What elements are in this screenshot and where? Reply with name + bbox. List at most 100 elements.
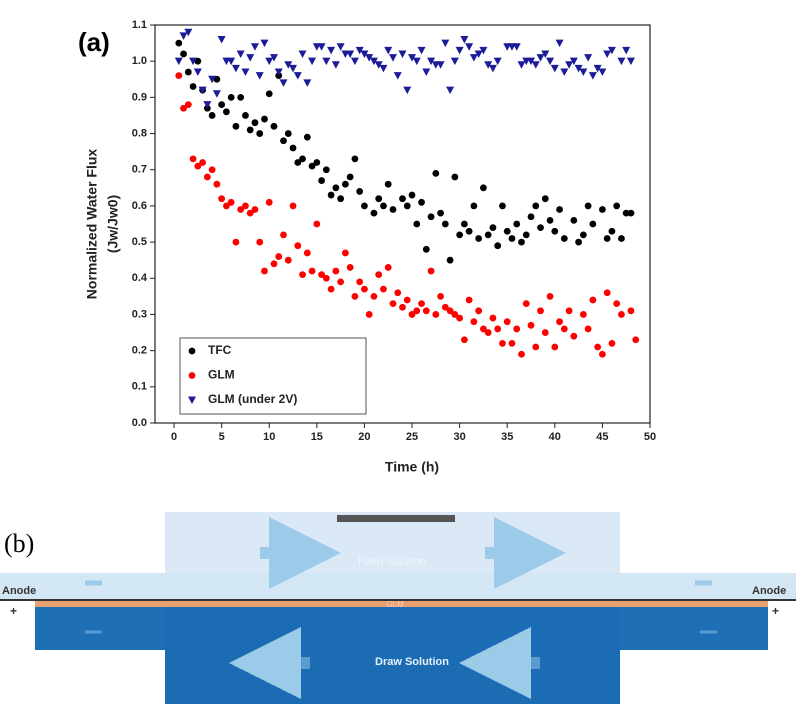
legend-box xyxy=(179,337,367,415)
point xyxy=(560,235,568,242)
point xyxy=(474,50,483,58)
point xyxy=(437,292,444,300)
legend-marker xyxy=(188,372,196,379)
legend-marker xyxy=(188,396,196,404)
point xyxy=(189,155,197,163)
point xyxy=(627,209,635,217)
point xyxy=(318,271,325,279)
membrane xyxy=(35,601,768,607)
point xyxy=(261,267,268,275)
y-tick-label: 0.5 xyxy=(132,236,147,248)
y-axis-title: Normalized Water Flux xyxy=(84,149,100,300)
polarity: + xyxy=(10,604,17,618)
point xyxy=(517,61,526,69)
point xyxy=(189,57,198,66)
point xyxy=(484,61,493,69)
point xyxy=(184,68,192,76)
y-axis-title-2: (Jw/Jw0) xyxy=(105,195,121,253)
point xyxy=(513,220,521,228)
point xyxy=(265,198,273,206)
point xyxy=(584,325,592,333)
point xyxy=(499,340,506,347)
point xyxy=(375,271,383,279)
point xyxy=(403,296,411,304)
point xyxy=(308,267,316,275)
point xyxy=(293,72,302,80)
point xyxy=(550,64,559,73)
point xyxy=(270,122,278,130)
point xyxy=(294,159,302,166)
point xyxy=(280,231,287,239)
point xyxy=(246,126,254,134)
point xyxy=(570,332,578,340)
point xyxy=(242,112,249,119)
point xyxy=(475,235,483,242)
point xyxy=(265,90,273,98)
point xyxy=(560,325,568,333)
point xyxy=(455,46,464,55)
point xyxy=(541,195,549,203)
point xyxy=(189,83,197,90)
point xyxy=(484,231,492,239)
point xyxy=(441,303,449,311)
x-tick-label: 35 xyxy=(501,431,513,443)
point xyxy=(298,50,307,58)
y-tick-label: 1.0 xyxy=(132,55,147,67)
point xyxy=(622,209,630,217)
point xyxy=(460,220,468,228)
point xyxy=(574,64,583,73)
point xyxy=(441,39,450,48)
point xyxy=(480,325,487,333)
point xyxy=(208,166,216,174)
point xyxy=(256,130,264,137)
point xyxy=(399,303,406,311)
point xyxy=(522,231,530,239)
point xyxy=(236,50,245,58)
point xyxy=(518,238,525,246)
point xyxy=(408,54,417,62)
point xyxy=(360,50,369,58)
point xyxy=(261,115,268,123)
point xyxy=(303,249,311,257)
point xyxy=(508,235,516,242)
point xyxy=(546,216,554,224)
point xyxy=(451,311,459,318)
point xyxy=(432,169,440,177)
point xyxy=(518,350,525,358)
x-tick-label: 10 xyxy=(263,431,275,443)
point xyxy=(599,350,606,358)
point xyxy=(355,46,364,55)
point xyxy=(570,216,578,224)
point xyxy=(337,195,345,203)
point xyxy=(332,184,340,192)
point xyxy=(280,137,287,145)
point xyxy=(422,68,431,77)
x-tick-label: 0 xyxy=(171,431,177,443)
point xyxy=(479,46,488,55)
x-tick-label: 40 xyxy=(549,431,561,443)
legend-marker xyxy=(188,347,196,355)
point xyxy=(537,224,544,232)
point xyxy=(332,267,340,275)
diagram: (b) Anode + Anode + Feed Solution GLM Dr… xyxy=(0,512,796,704)
point xyxy=(369,57,378,66)
point xyxy=(427,57,436,66)
point xyxy=(627,307,635,315)
point xyxy=(294,242,302,250)
point xyxy=(551,227,559,235)
point xyxy=(450,57,459,66)
x-tick-label: 25 xyxy=(406,431,418,443)
point xyxy=(199,159,206,166)
point xyxy=(356,188,364,195)
point xyxy=(403,202,411,210)
x-tick-label: 45 xyxy=(596,431,608,443)
point xyxy=(546,57,555,66)
point xyxy=(556,206,563,213)
point xyxy=(432,311,440,318)
point xyxy=(218,101,226,108)
point xyxy=(184,28,193,37)
point xyxy=(251,206,259,213)
point xyxy=(446,86,455,95)
panel-label: (a) xyxy=(78,27,110,57)
point xyxy=(494,242,502,250)
